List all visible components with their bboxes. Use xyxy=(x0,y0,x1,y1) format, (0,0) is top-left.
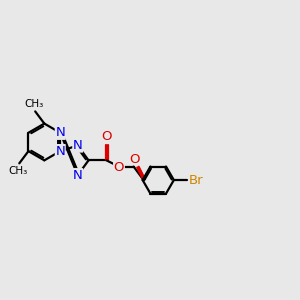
Text: N: N xyxy=(56,145,65,158)
Text: O: O xyxy=(114,161,124,174)
Text: CH₃: CH₃ xyxy=(24,99,44,109)
Text: N: N xyxy=(73,139,82,152)
Text: O: O xyxy=(130,153,140,167)
Text: CH₃: CH₃ xyxy=(8,166,28,176)
Text: O: O xyxy=(102,130,112,143)
Text: Br: Br xyxy=(189,173,203,187)
Text: N: N xyxy=(73,169,82,182)
Text: N: N xyxy=(56,126,65,139)
